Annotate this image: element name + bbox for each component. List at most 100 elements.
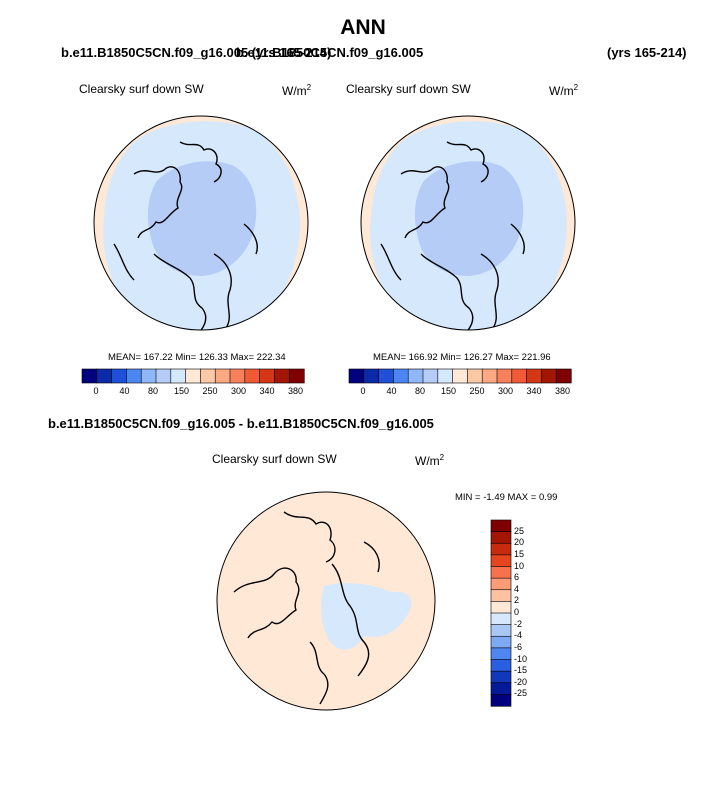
colorbar-swatch xyxy=(490,682,512,695)
colorbar-tick-label: 40 xyxy=(386,386,397,396)
colorbar-swatch xyxy=(437,368,454,384)
panel1-title: Clearsky surf down SW xyxy=(79,82,204,96)
colorbar-tick-label: 150 xyxy=(440,386,457,396)
panel1-units: W/m2 xyxy=(282,83,312,99)
colorbar-swatch xyxy=(393,368,409,384)
left-case-title: b.e11.B1850C5CN.f09_g16.005 (yrs 165-214… xyxy=(61,45,332,60)
colorbar-2-labels: 0 40 80 150 250 300 340 380 xyxy=(349,386,571,398)
main-title: ANN xyxy=(340,16,386,39)
colorbar-swatch xyxy=(126,368,142,384)
colorbar-swatch xyxy=(155,368,172,384)
colorbar-tick-label: -4 xyxy=(514,630,523,641)
colorbar-swatch xyxy=(214,368,231,384)
map-panel-1 xyxy=(93,115,309,331)
colorbar-tick-label: -2 xyxy=(514,618,523,629)
colorbar-swatch xyxy=(259,368,276,384)
mid-band-1 xyxy=(147,161,257,276)
colorbar-swatch xyxy=(481,368,498,384)
colorbar-swatch xyxy=(170,368,187,384)
colorbar-swatch xyxy=(490,589,512,602)
diff-case-title: b.e11.B1850C5CN.f09_g16.005 - b.e11.B185… xyxy=(48,416,434,431)
colorbar-tick-label: 6 xyxy=(514,572,520,583)
panel2-title: Clearsky surf down SW xyxy=(346,82,471,96)
colorbar-swatch xyxy=(490,624,512,637)
colorbar-tick-label: -15 xyxy=(514,665,528,676)
colorbar-tick-label: 340 xyxy=(526,386,542,396)
map-panel-3 xyxy=(216,491,436,711)
colorbar-swatch xyxy=(490,542,512,556)
colorbar-swatch xyxy=(490,554,512,568)
colorbar-swatch xyxy=(490,635,512,649)
colorbar-swatch xyxy=(185,368,201,384)
panel1-stats: MEAN= 167.22 Min= 126.33 Max= 222.34 xyxy=(108,352,286,363)
colorbar-swatch xyxy=(490,612,512,626)
colorbar-swatch xyxy=(496,368,513,384)
map-panel-2 xyxy=(360,115,576,331)
panel2-units: W/m2 xyxy=(549,83,579,99)
colorbar-tick-label: 80 xyxy=(147,386,158,396)
colorbar-tick-label: -25 xyxy=(514,688,528,699)
colorbar-tick-label: 0 xyxy=(360,386,366,396)
colorbar-tick-label: 25 xyxy=(514,525,525,536)
right-case-years: (yrs 165-214) xyxy=(607,45,687,60)
colorbar-swatch xyxy=(511,368,528,384)
panel3-title: Clearsky surf down SW xyxy=(212,452,337,466)
colorbar-tick-label: 20 xyxy=(514,537,525,548)
colorbar-swatch xyxy=(490,670,512,684)
colorbar-swatch xyxy=(96,368,113,384)
colorbar-swatch xyxy=(490,577,512,591)
colorbar-swatch xyxy=(363,368,380,384)
panel2-stats: MEAN= 166.92 Min= 126.27 Max= 221.96 xyxy=(373,352,551,363)
colorbar-tick-label: 380 xyxy=(554,386,571,396)
coastlines-1 xyxy=(113,141,258,330)
colorbar-tick-label: 40 xyxy=(119,386,130,396)
colorbar-3-labels: 25 20 15 10 6 4 2 0 -2 -4 -6 -10 -15 -20 -25 xyxy=(514,520,554,706)
colorbar-1-labels: 0 40 80 150 250 300 340 380 xyxy=(82,386,304,398)
colorbar-tick-label: 250 xyxy=(202,386,218,396)
colorbar-tick-label: -10 xyxy=(514,653,528,664)
colorbar-2 xyxy=(348,368,572,384)
colorbar-1 xyxy=(81,368,305,384)
colorbar-swatch xyxy=(490,531,512,544)
colorbar-swatch xyxy=(378,368,395,384)
colorbar-tick-label: 300 xyxy=(497,386,514,396)
colorbar-swatch xyxy=(490,647,512,661)
colorbar-swatch xyxy=(555,368,572,384)
colorbar-swatch xyxy=(452,368,468,384)
colorbar-swatch xyxy=(348,368,365,384)
colorbar-tick-label: 4 xyxy=(514,583,520,594)
colorbar-tick-label: 250 xyxy=(469,386,485,396)
colorbar-swatch xyxy=(200,368,216,384)
colorbar-swatch xyxy=(490,566,512,579)
colorbar-swatch xyxy=(490,519,512,533)
colorbar-tick-label: -6 xyxy=(514,641,523,652)
colorbar-swatch xyxy=(422,368,439,384)
diff-negative-area xyxy=(321,583,412,650)
colorbar-swatch xyxy=(467,368,483,384)
colorbar-swatch xyxy=(81,368,98,384)
panel3-units: W/m2 xyxy=(415,453,445,469)
colorbar-swatch xyxy=(111,368,128,384)
colorbar-swatch xyxy=(407,368,424,384)
colorbar-swatch xyxy=(229,368,246,384)
colorbar-swatch xyxy=(490,601,512,614)
mid-band-2 xyxy=(414,161,524,276)
colorbar-tick-label: -20 xyxy=(514,676,528,687)
coastlines-2 xyxy=(380,141,525,330)
colorbar-swatch xyxy=(244,368,261,384)
colorbar-tick-label: 340 xyxy=(259,386,275,396)
colorbar-tick-label: 0 xyxy=(93,386,99,396)
colorbar-tick-label: 380 xyxy=(287,386,304,396)
colorbar-tick-label: 80 xyxy=(414,386,425,396)
colorbar-swatch xyxy=(288,368,305,384)
colorbar-tick-label: 300 xyxy=(230,386,247,396)
colorbar-tick-label: 150 xyxy=(173,386,190,396)
colorbar-tick-label: 2 xyxy=(514,595,520,606)
colorbar-tick-label: 10 xyxy=(514,560,525,571)
colorbar-tick-label: 0 xyxy=(514,607,520,617)
colorbar-swatch xyxy=(490,659,512,672)
colorbar-swatch xyxy=(140,368,157,384)
panel3-minmax: MIN = -1.49 MAX = 0.99 xyxy=(455,492,558,503)
colorbar-tick-label: 15 xyxy=(514,548,525,559)
colorbar-3 xyxy=(490,519,512,707)
